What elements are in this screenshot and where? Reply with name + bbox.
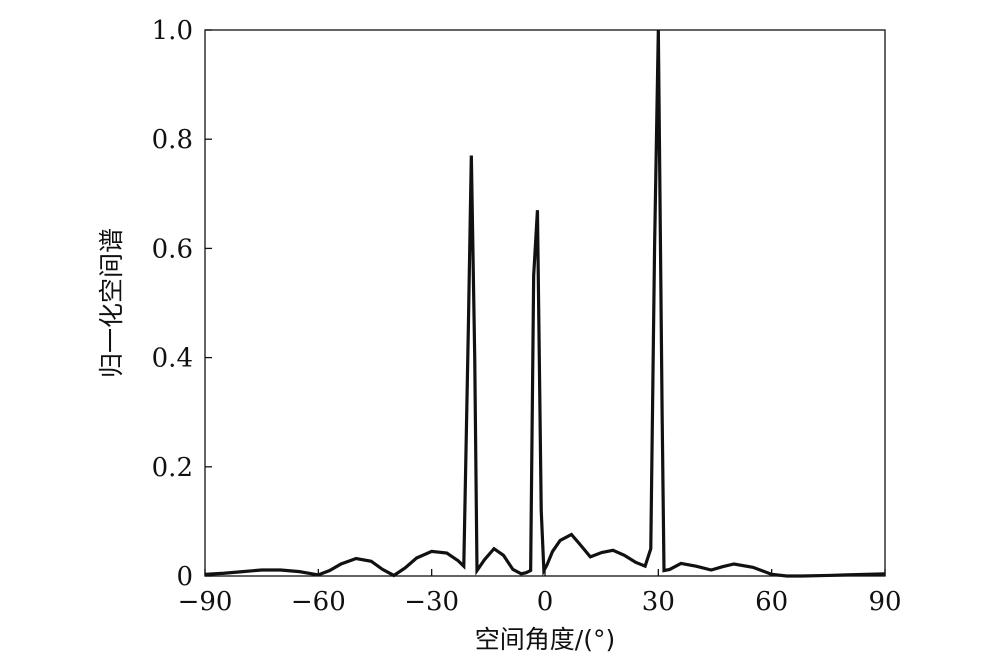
y-tick-label: 1.0 xyxy=(152,16,193,46)
y-tick-label: 0.6 xyxy=(152,234,193,264)
y-axis-label: 归一化空间谱 xyxy=(97,228,126,378)
y-tick-label: 0 xyxy=(176,562,193,592)
y-tick-label: 0.8 xyxy=(152,125,193,155)
y-tick-label: 0.2 xyxy=(152,453,193,483)
x-tick-label: 60 xyxy=(755,587,788,617)
x-tick-label: −90 xyxy=(178,587,233,617)
x-tick-label: −30 xyxy=(404,587,459,617)
y-axis: 0 0.2 0.4 0.6 0.8 1.0 xyxy=(152,16,212,592)
spectrum-line xyxy=(204,29,886,578)
x-axis-label: 空间角度/(°) xyxy=(475,625,615,654)
plot-frame xyxy=(204,29,886,577)
y-tick-label: 0.4 xyxy=(152,344,193,374)
x-tick-label: −60 xyxy=(291,587,346,617)
x-tick-label: 90 xyxy=(868,587,901,617)
x-tick-label: 30 xyxy=(642,587,675,617)
x-tick-label: 0 xyxy=(537,587,554,617)
